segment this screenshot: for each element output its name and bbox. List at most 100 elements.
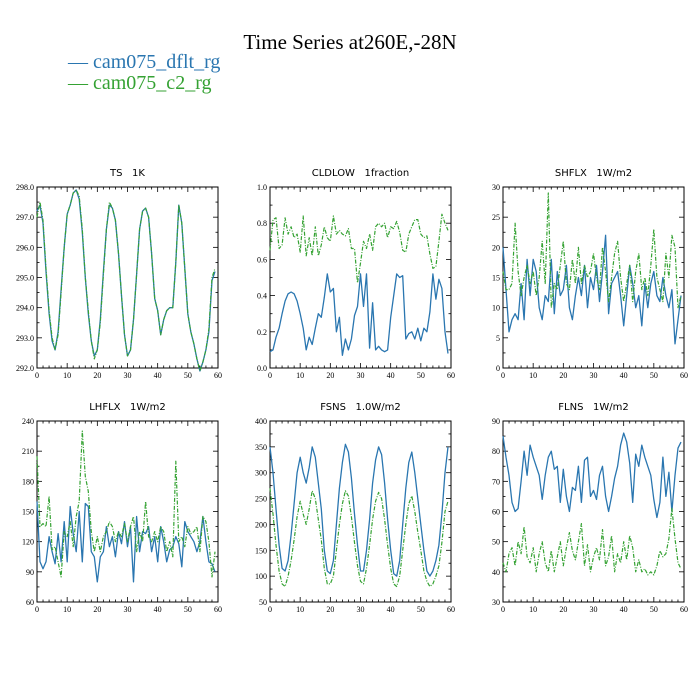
series-line-dflt [269, 443, 449, 577]
panel-title: TS 1K [109, 168, 145, 179]
x-tick-label: 40 [387, 371, 395, 380]
x-tick-label: 20 [559, 605, 567, 614]
y-tick-label: 30 [492, 183, 500, 192]
y-tick-label: 0.4 [257, 292, 267, 301]
y-tick-label: 0.2 [257, 328, 267, 337]
y-tick-label: 292.0 [16, 364, 34, 373]
x-tick-label: 10 [296, 605, 304, 614]
x-tick-label: 50 [650, 605, 658, 614]
y-tick-label: 60 [26, 598, 34, 607]
x-tick-label: 20 [326, 605, 334, 614]
x-tick-label: 40 [387, 605, 395, 614]
y-tick-label: 120 [22, 538, 34, 547]
y-tick-label: 0 [496, 364, 500, 373]
y-tick-label: 80 [492, 447, 500, 456]
panel-title: FSNS 1.0W/m2 [320, 402, 401, 413]
chart-panel-2: SHFLX 1W/m2 0 10 20 30 40 50 60 0 5 10 15 20 25 30 [492, 168, 688, 380]
y-tick-label: 300 [255, 469, 267, 478]
x-tick-label: 0 [35, 371, 39, 380]
chart-panel-5: FLNS 1W/m2 0 10 20 30 40 50 60 30 40 50 60 70 80 90 [492, 402, 688, 614]
x-tick-label: 60 [680, 605, 688, 614]
x-tick-label: 10 [529, 371, 537, 380]
series-line-dflt [502, 234, 682, 345]
x-tick-label: 30 [590, 605, 598, 614]
x-tick-label: 40 [154, 605, 162, 614]
x-tick-label: 0 [268, 371, 272, 380]
legend-label-dflt: cam075_dflt_rg [93, 51, 221, 73]
x-tick-label: 40 [620, 605, 628, 614]
series-line-dflt [36, 189, 216, 372]
y-tick-label: 10 [492, 304, 500, 313]
y-tick-label: 5 [496, 334, 500, 343]
x-tick-label: 60 [680, 371, 688, 380]
x-tick-label: 50 [417, 605, 425, 614]
plot-frame [502, 186, 685, 369]
x-tick-label: 50 [184, 371, 192, 380]
x-tick-label: 20 [93, 371, 101, 380]
y-tick-label: 293.0 [16, 334, 34, 343]
y-tick-label: 50 [259, 598, 267, 607]
plot-frame [269, 420, 452, 603]
y-tick-label: 0.0 [257, 364, 267, 373]
legend: — cam075_dflt_rg — cam075_c2_rg [68, 52, 220, 94]
x-tick-label: 30 [357, 371, 365, 380]
y-tick-label: 200 [255, 520, 267, 529]
x-tick-label: 20 [93, 605, 101, 614]
y-tick-label: 40 [492, 568, 500, 577]
panel-title: LHFLX 1W/m2 [89, 402, 166, 413]
x-tick-label: 10 [63, 371, 71, 380]
x-tick-label: 20 [326, 371, 334, 380]
x-tick-label: 30 [357, 605, 365, 614]
chart-panel-0: TS 1K 0 10 20 30 40 50 60 292.0 293.0 294.0 295.0 29… [16, 168, 222, 380]
y-tick-label: 0.8 [257, 219, 267, 228]
legend-item-dflt: — cam075_dflt_rg [68, 52, 220, 73]
x-tick-label: 0 [35, 605, 39, 614]
y-tick-label: 15 [492, 274, 500, 283]
y-tick-label: 297.0 [16, 213, 34, 222]
series-line-c2 [502, 507, 682, 576]
y-tick-label: 90 [492, 417, 500, 426]
legend-label-c2: cam075_c2_rg [93, 72, 212, 94]
legend-dash-dflt: — [68, 51, 88, 73]
x-tick-label: 30 [590, 371, 598, 380]
y-tick-label: 100 [255, 572, 267, 581]
y-tick-label: 50 [492, 538, 500, 547]
x-tick-label: 40 [154, 371, 162, 380]
x-tick-label: 10 [529, 605, 537, 614]
y-tick-label: 210 [22, 447, 34, 456]
x-tick-label: 40 [620, 371, 628, 380]
figure-title: Time Series at260E,-28N [243, 30, 457, 54]
series-line-dflt [269, 273, 449, 356]
y-tick-label: 240 [22, 417, 34, 426]
chart-panel-1: CLDLOW 1fraction 0 10 20 30 40 50 60 0.0 0.2 0.4 0.… [257, 168, 455, 380]
x-tick-label: 50 [184, 605, 192, 614]
series-line-dflt [502, 432, 682, 519]
y-tick-label: 70 [492, 477, 500, 486]
plot-frame [36, 186, 219, 369]
x-tick-label: 30 [124, 371, 132, 380]
x-tick-label: 60 [214, 605, 222, 614]
x-tick-label: 10 [63, 605, 71, 614]
legend-dash-c2: — [68, 72, 88, 94]
y-tick-label: 298.0 [16, 183, 34, 192]
x-tick-label: 30 [124, 605, 132, 614]
x-tick-label: 0 [501, 605, 505, 614]
series-line-c2 [269, 213, 449, 284]
y-tick-label: 60 [492, 508, 500, 517]
x-tick-label: 50 [650, 371, 658, 380]
y-tick-label: 1.0 [257, 183, 267, 192]
series-line-c2 [36, 189, 216, 372]
x-tick-label: 0 [501, 371, 505, 380]
y-tick-label: 294.0 [16, 304, 34, 313]
panel-title: SHFLX 1W/m2 [555, 168, 632, 179]
y-tick-label: 150 [22, 508, 34, 517]
y-tick-label: 0.6 [257, 255, 267, 264]
x-tick-label: 10 [296, 371, 304, 380]
x-tick-label: 50 [417, 371, 425, 380]
y-tick-label: 250 [255, 495, 267, 504]
y-tick-label: 150 [255, 546, 267, 555]
x-tick-label: 0 [268, 605, 272, 614]
series-line-c2 [269, 488, 449, 588]
